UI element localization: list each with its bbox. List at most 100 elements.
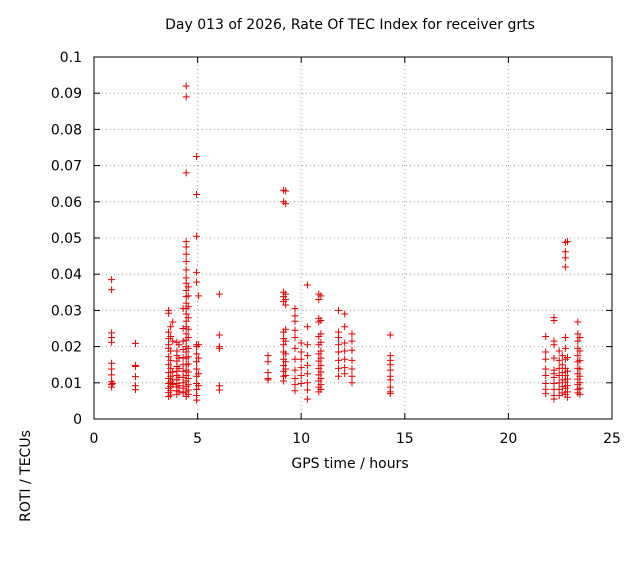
data-point	[282, 358, 290, 366]
data-point	[179, 389, 187, 397]
data-point	[215, 344, 223, 352]
data-point	[386, 331, 394, 339]
data-point	[563, 382, 571, 390]
axis-ticks	[93, 56, 613, 420]
data-point	[303, 379, 311, 387]
data-point	[558, 361, 566, 369]
data-point	[184, 368, 192, 376]
data-point	[348, 356, 356, 364]
data-point	[291, 326, 299, 334]
data-point	[317, 338, 325, 346]
data-point	[576, 365, 584, 373]
data-point	[193, 278, 201, 286]
data-point	[282, 301, 290, 309]
data-point	[282, 372, 290, 380]
data-point	[303, 361, 311, 369]
data-point	[291, 366, 299, 374]
data-point	[334, 364, 342, 372]
data-point	[184, 353, 192, 361]
data-point	[280, 341, 288, 349]
data-point	[550, 317, 558, 325]
y-tick-label: 0.06	[51, 195, 82, 211]
data-point	[317, 354, 325, 362]
data-point	[182, 169, 190, 177]
data-point	[165, 328, 173, 336]
data-point	[291, 317, 299, 325]
data-point	[334, 348, 342, 356]
y-tick-labels: 0 0.01 0.02 0.03 0.04 0.05 0.06 0.07 0.08 0.09 0.1	[51, 50, 82, 428]
y-tick-label: 0.08	[51, 122, 82, 138]
data-point	[291, 344, 299, 352]
data-point	[282, 325, 290, 333]
y-tick-label: 0.02	[51, 340, 82, 356]
y-tick-label: 0.05	[51, 231, 82, 247]
data-point	[175, 341, 183, 349]
data-point	[215, 331, 223, 339]
data-point	[561, 248, 569, 256]
data-point	[348, 365, 356, 373]
data-point	[303, 395, 311, 403]
data-point	[131, 386, 139, 394]
data-point	[193, 232, 201, 240]
data-point	[184, 344, 192, 352]
data-point	[563, 353, 571, 361]
data-point	[195, 382, 203, 390]
data-point	[558, 352, 566, 360]
data-point	[184, 303, 192, 311]
data-point	[334, 306, 342, 314]
data-point	[108, 338, 116, 346]
data-point	[574, 318, 582, 326]
x-tick-label: 0	[90, 431, 99, 447]
data-point	[182, 330, 190, 338]
data-point	[297, 380, 305, 388]
data-point	[542, 390, 550, 398]
data-point	[179, 367, 187, 375]
data-point	[317, 385, 325, 393]
data-point	[303, 386, 311, 394]
data-point	[341, 370, 349, 378]
data-point	[175, 388, 183, 396]
data-point	[341, 355, 349, 363]
data-point	[297, 355, 305, 363]
data-point	[291, 355, 299, 363]
data-point	[184, 314, 192, 322]
roti-scatter-chart: 0 5 10 15 20 25 0 0.01 0.02 0.03 0.04 0.05 0.06 0.07…	[51, 50, 621, 447]
data-point	[303, 323, 311, 331]
data-point	[169, 381, 177, 389]
x-tick-labels: 0 5 10 15 20 25	[90, 431, 621, 447]
data-point	[317, 374, 325, 382]
data-point	[193, 358, 201, 366]
data-point	[303, 281, 311, 289]
data-point	[280, 377, 288, 385]
data-point	[182, 266, 190, 274]
data-point	[167, 323, 175, 331]
data-point	[561, 372, 569, 380]
y-tick-label: 0.01	[51, 376, 82, 392]
data-point	[386, 366, 394, 374]
data-point	[303, 370, 311, 378]
data-point	[297, 339, 305, 347]
data-point	[341, 347, 349, 355]
data-point	[341, 310, 349, 318]
data-point	[167, 356, 175, 364]
x-tick-label: 5	[193, 431, 202, 447]
y-tick-label: 0.03	[51, 303, 82, 319]
data-point	[108, 276, 116, 284]
data-point	[193, 365, 201, 373]
data-point	[334, 356, 342, 364]
data-point	[193, 153, 201, 161]
data-point	[182, 258, 190, 266]
data-point	[550, 341, 558, 349]
data-point	[193, 385, 201, 393]
data-point	[184, 292, 192, 300]
data-points	[108, 82, 584, 404]
y-tick-label: 0.04	[51, 267, 82, 283]
data-point	[555, 356, 563, 364]
data-point	[165, 309, 173, 317]
data-point	[317, 317, 325, 325]
data-point	[282, 187, 290, 195]
data-point	[348, 330, 356, 338]
data-point	[317, 292, 325, 300]
data-point	[182, 279, 190, 287]
data-point	[542, 355, 550, 363]
